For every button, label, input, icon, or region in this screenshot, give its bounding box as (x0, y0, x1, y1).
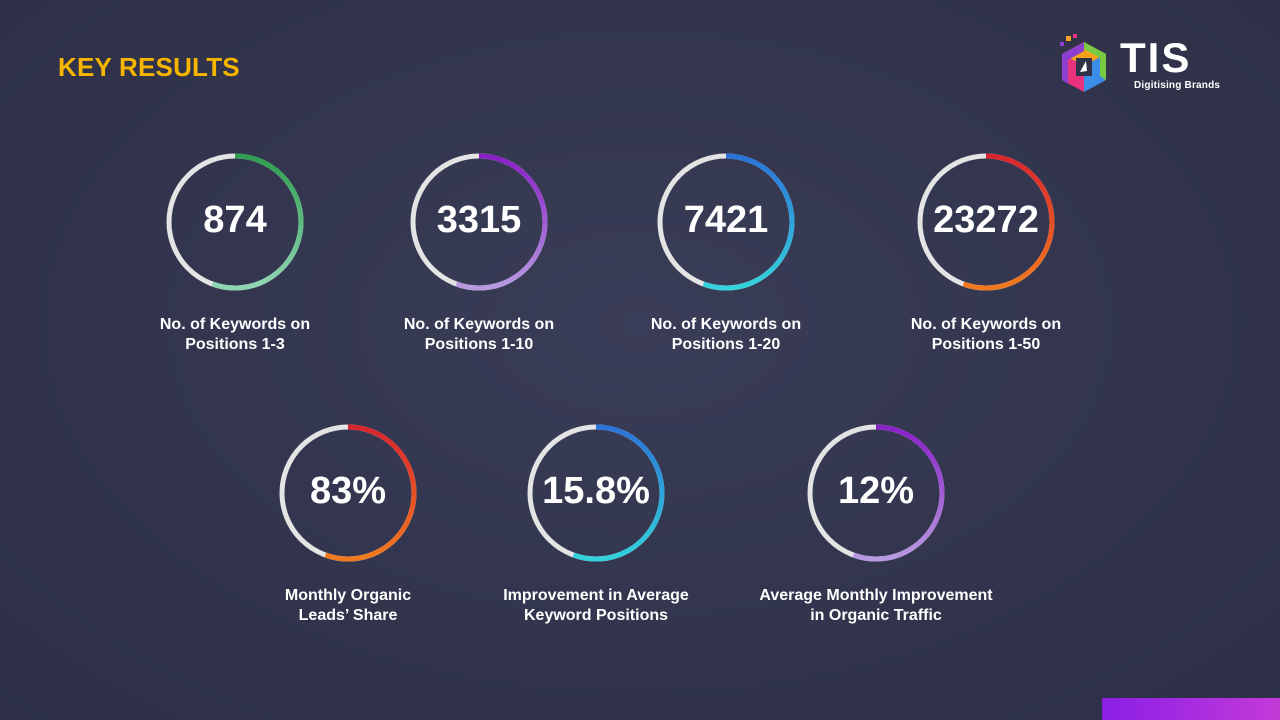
progress-ring (807, 424, 945, 562)
metric-card: 12% Average Monthly Improvement in Organic… (756, 423, 996, 633)
progress-ring (410, 153, 548, 291)
metric-card: 874 No. of Keywords on Positions 1-3 (115, 152, 355, 362)
metric-card: 83% Monthly Organic Leads’ Share (228, 423, 468, 633)
metric-label-line2: Positions 1-50 (931, 336, 1041, 353)
ring-arc (455, 153, 548, 291)
metric-card: 7421 No. of Keywords on Positions 1-20 (606, 152, 846, 362)
logo-wordmark: TIS (1120, 34, 1192, 81)
metric-value: 83% (309, 470, 387, 512)
progress-ring (527, 424, 665, 562)
metric-label: Average Monthly Improvement in Organic Tr… (746, 586, 1006, 626)
progress-ring (657, 153, 795, 291)
metric-label-line2: Positions 1-10 (424, 336, 534, 353)
metric-label-line2: in Organic Traffic (810, 607, 942, 624)
metric-label: No. of Keywords on Positions 1-3 (105, 315, 365, 355)
metric-label: No. of Keywords on Positions 1-50 (856, 315, 1116, 355)
metric-card: 15.8% Improvement in Average Keyword Posit… (476, 423, 716, 633)
metric-label-line1: No. of Keywords on (910, 316, 1062, 333)
ring-arc (962, 153, 1055, 291)
page-title: KEY RESULTS (58, 52, 240, 82)
ring-arc (211, 153, 304, 291)
ring-arc (572, 424, 665, 562)
metric-value: 23272 (933, 199, 1039, 241)
metric-label: Monthly Organic Leads’ Share (218, 586, 478, 626)
metric-label-line2: Keyword Positions (523, 607, 669, 624)
logo-tagline: Digitising Brands (1134, 80, 1221, 91)
progress-ring (279, 424, 417, 562)
metric-label: No. of Keywords on Positions 1-20 (596, 315, 856, 355)
metric-label-line2: Positions 1-3 (185, 336, 285, 353)
metric-value: 15.8% (542, 470, 650, 512)
metric-label-line2: Leads’ Share (298, 607, 398, 624)
ring-arc (324, 424, 417, 562)
metric-label-line1: Average Monthly Improvement (759, 587, 993, 604)
progress-ring (166, 153, 304, 291)
metric-value: 3315 (436, 199, 522, 241)
metric-value: 12% (837, 470, 915, 512)
metric-card: 23272 No. of Keywords on Positions 1-50 (866, 152, 1106, 362)
corner-accent-bar (1102, 698, 1280, 720)
metric-label: Improvement in Average Keyword Positions (466, 586, 726, 626)
metric-label: No. of Keywords on Positions 1-10 (349, 315, 609, 355)
metric-label-line2: Positions 1-20 (671, 336, 781, 353)
metric-label-line1: No. of Keywords on (650, 316, 802, 333)
cube-logo-icon (1060, 34, 1106, 92)
ring-arc (702, 153, 795, 291)
progress-ring (917, 153, 1055, 291)
metric-value: 7421 (683, 199, 769, 241)
ring-arc (852, 424, 945, 562)
metric-label-line1: Monthly Organic (284, 587, 412, 604)
metric-card: 3315 No. of Keywords on Positions 1-10 (359, 152, 599, 362)
metric-label-line1: No. of Keywords on (159, 316, 311, 333)
metric-label-line1: No. of Keywords on (403, 316, 555, 333)
metric-value: 874 (203, 199, 267, 241)
brand-logo: TIS Digitising Brands (1056, 34, 1236, 98)
metric-label-line1: Improvement in Average (503, 587, 689, 604)
